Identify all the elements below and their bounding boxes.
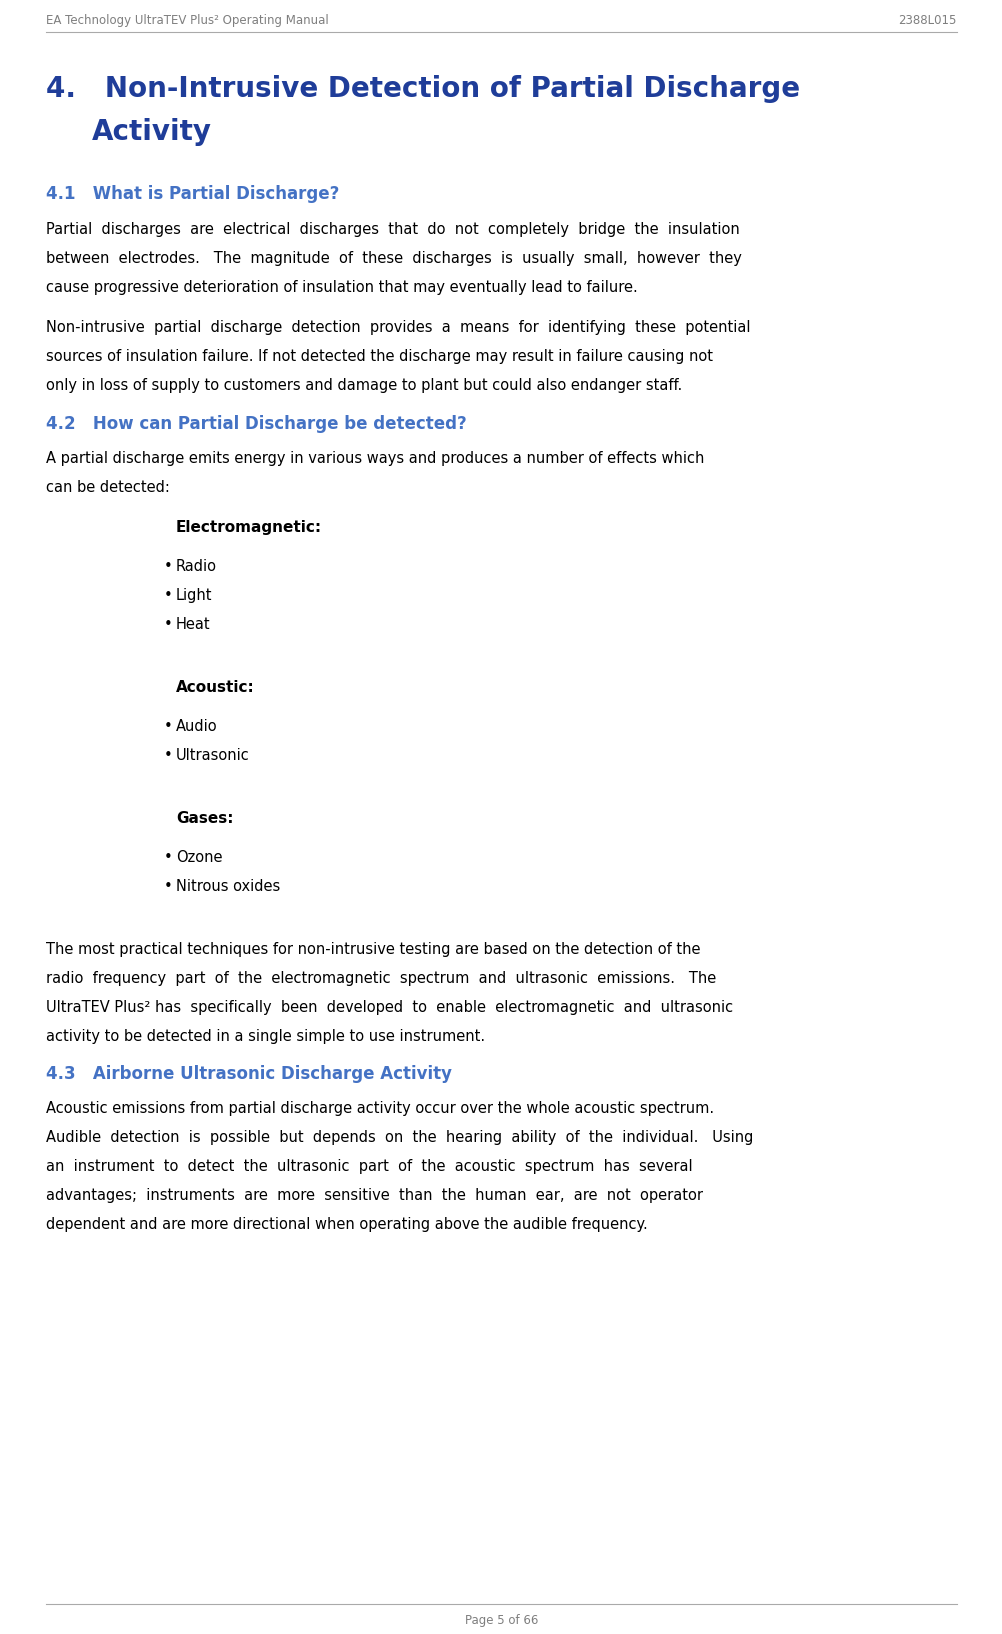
Text: •: •: [164, 850, 172, 864]
Text: Acoustic:: Acoustic:: [175, 680, 255, 694]
Text: •: •: [164, 588, 172, 603]
Text: 4.   Non-Intrusive Detection of Partial Discharge: 4. Non-Intrusive Detection of Partial Di…: [46, 75, 800, 103]
Text: radio  frequency  part  of  the  electromagnetic  spectrum  and  ultrasonic  emi: radio frequency part of the electromagne…: [46, 971, 715, 985]
Text: Electromagnetic:: Electromagnetic:: [175, 520, 322, 534]
Text: 2388L015: 2388L015: [898, 15, 956, 28]
Text: Radio: Radio: [175, 559, 216, 574]
Text: 4.2   How can Partial Discharge be detected?: 4.2 How can Partial Discharge be detecte…: [46, 415, 466, 433]
Text: Nitrous oxides: Nitrous oxides: [175, 879, 280, 894]
Text: cause progressive deterioration of insulation that may eventually lead to failur: cause progressive deterioration of insul…: [46, 279, 637, 296]
Text: •: •: [164, 618, 172, 632]
Text: •: •: [164, 719, 172, 734]
Text: A partial discharge emits energy in various ways and produces a number of effect: A partial discharge emits energy in vari…: [46, 451, 703, 466]
Text: •: •: [164, 559, 172, 574]
Text: Gases:: Gases:: [175, 810, 233, 827]
Text: Acoustic emissions from partial discharge activity occur over the whole acoustic: Acoustic emissions from partial discharg…: [46, 1101, 713, 1116]
Text: Ozone: Ozone: [175, 850, 222, 864]
Text: an  instrument  to  detect  the  ultrasonic  part  of  the  acoustic  spectrum  : an instrument to detect the ultrasonic p…: [46, 1159, 692, 1173]
Text: only in loss of supply to customers and damage to plant but could also endanger : only in loss of supply to customers and …: [46, 377, 681, 394]
Text: Non-intrusive  partial  discharge  detection  provides  a  means  for  identifyi: Non-intrusive partial discharge detectio…: [46, 320, 749, 335]
Text: can be detected:: can be detected:: [46, 480, 169, 495]
Text: between  electrodes.   The  magnitude  of  these  discharges  is  usually  small: between electrodes. The magnitude of the…: [46, 252, 741, 266]
Text: Heat: Heat: [175, 618, 210, 632]
Text: 4.3   Airborne Ultrasonic Discharge Activity: 4.3 Airborne Ultrasonic Discharge Activi…: [46, 1065, 452, 1083]
Text: Audio: Audio: [175, 719, 217, 734]
Text: Ultrasonic: Ultrasonic: [175, 748, 249, 763]
Text: •: •: [164, 879, 172, 894]
Text: •: •: [164, 748, 172, 763]
Text: The most practical techniques for non-intrusive testing are based on the detecti: The most practical techniques for non-in…: [46, 941, 699, 958]
Text: activity to be detected in a single simple to use instrument.: activity to be detected in a single simp…: [46, 1029, 485, 1044]
Text: EA Technology UltraTEV Plus² Operating Manual: EA Technology UltraTEV Plus² Operating M…: [46, 15, 329, 28]
Text: Activity: Activity: [92, 118, 211, 145]
Text: Audible  detection  is  possible  but  depends  on  the  hearing  ability  of  t: Audible detection is possible but depend…: [46, 1131, 753, 1145]
Text: advantages;  instruments  are  more  sensitive  than  the  human  ear,  are  not: advantages; instruments are more sensiti…: [46, 1188, 702, 1203]
Text: UltraTEV Plus² has  specifically  been  developed  to  enable  electromagnetic  : UltraTEV Plus² has specifically been dev…: [46, 1000, 732, 1015]
Text: Light: Light: [175, 588, 212, 603]
Text: Partial  discharges  are  electrical  discharges  that  do  not  completely  bri: Partial discharges are electrical discha…: [46, 222, 739, 237]
Text: Page 5 of 66: Page 5 of 66: [464, 1614, 538, 1627]
Text: sources of insulation failure. If not detected the discharge may result in failu: sources of insulation failure. If not de…: [46, 350, 712, 364]
Text: 4.1   What is Partial Discharge?: 4.1 What is Partial Discharge?: [46, 185, 339, 203]
Text: dependent and are more directional when operating above the audible frequency.: dependent and are more directional when …: [46, 1217, 647, 1232]
